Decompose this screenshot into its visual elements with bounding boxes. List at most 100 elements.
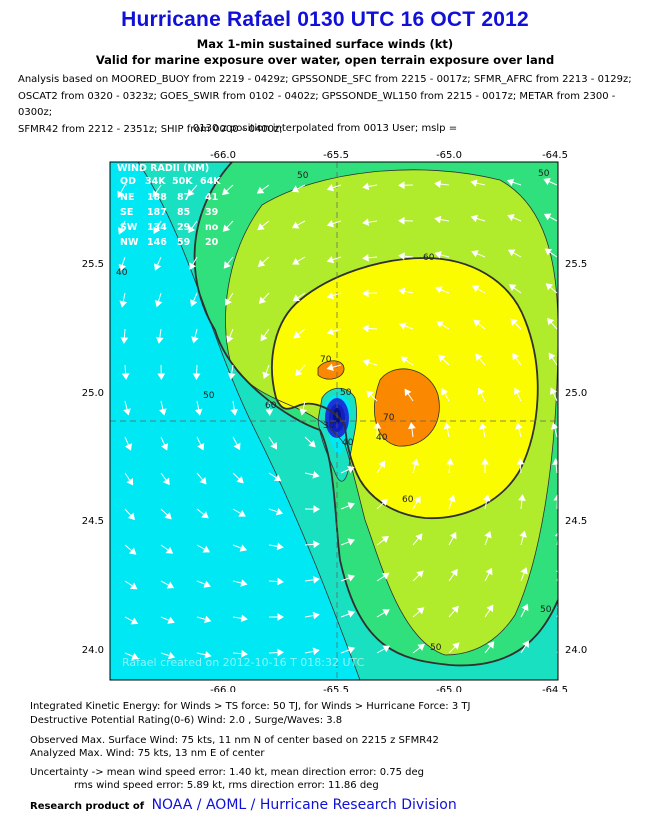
wind-vector-head [479, 422, 487, 430]
wind-vector-head [230, 408, 239, 416]
wind-vector-head [191, 336, 199, 344]
wind-vector-head [128, 547, 137, 555]
wind-vector-head [222, 187, 230, 196]
wind-vector-head [434, 215, 442, 224]
wind-vector-head [326, 255, 335, 264]
wind-vector-head [366, 390, 374, 398]
contour-label: 50 [297, 171, 309, 181]
position-note: 0130 z position interpolated from 0013 U… [192, 123, 458, 134]
wind-vector-head [308, 440, 316, 448]
wind-vector-head [515, 422, 523, 430]
contour-label: 40 [342, 438, 354, 448]
organization-name: NOAA / AOML / Hurricane Research Divisio… [151, 797, 457, 813]
wind-vector-head [157, 373, 166, 380]
wind-vector-head [482, 494, 491, 502]
contour-label: 40 [376, 433, 388, 443]
band-gt70-east [374, 368, 440, 447]
wind-vector-head [507, 249, 516, 257]
wind-vector-head [510, 318, 518, 326]
wind-vector-head [270, 442, 278, 450]
wind-vector-head [362, 218, 370, 227]
wind-vector-head [164, 512, 172, 520]
wind-vector-head [120, 337, 129, 344]
wind-vector-head [260, 333, 268, 342]
wind-vector-head [152, 189, 160, 198]
contour-label: 50 [540, 605, 552, 615]
wind-vector-head [436, 321, 444, 328]
wind-vector-head [203, 580, 211, 588]
wind-radii-table: WIND RADII (NM) QD 34K 50K 64K NE 188 87 41 SE… [117, 163, 221, 248]
wind-vector-head [154, 263, 162, 271]
wind-vector-head [326, 291, 335, 300]
wind-vector-head [275, 507, 284, 516]
lat-ticks-right: 25.5 25.0 24.5 24.0 [565, 259, 587, 656]
wind-vector-head [189, 262, 197, 270]
plot-frame [109, 161, 559, 681]
wind-vector-head [292, 257, 300, 265]
wind-vector-head [557, 643, 558, 644]
wind-vector-head [448, 494, 456, 503]
lon-label: -64.5 [542, 150, 568, 161]
contour-label: 50 [340, 388, 352, 398]
wind-vector-head [197, 442, 205, 451]
wind-vector-head [545, 283, 554, 291]
lon-label: -64.5 [542, 685, 568, 692]
wind-vector-head [225, 298, 232, 306]
lat-label: 25.5 [82, 259, 104, 270]
watermark: Rafael created on 2012-10-16 T 018:32 UT… [122, 656, 365, 669]
wind-vector-head [130, 617, 139, 625]
wind-vector-head [347, 538, 355, 546]
wind-radii-title: WIND RADII (NM) [117, 163, 209, 174]
wind-vector-head [378, 460, 386, 469]
wind-radii-row: SE 187 85 39 [120, 207, 218, 218]
wind-vector-head [166, 581, 175, 589]
contour-label: 50 [203, 391, 215, 401]
lon-label: -65.5 [323, 150, 349, 161]
wind-vector-head [485, 567, 493, 576]
wind-vector-head [512, 352, 520, 361]
wind-vector-head [450, 568, 458, 577]
wind-vector-head [154, 300, 163, 308]
wind-vector-head [434, 251, 442, 259]
wind-vector-head [123, 408, 131, 416]
wind-vector-head [240, 614, 248, 623]
wind-vector-head [487, 641, 495, 649]
wind-vector-head [544, 248, 553, 256]
lon-label: -66.0 [210, 685, 236, 692]
wind-vector-head [276, 542, 284, 551]
wind-vector-head [452, 642, 460, 650]
wind-vector-head [223, 261, 231, 269]
analysis-line: SFMR42 from 2212 - 2351z; SHIP from 0000… [18, 123, 283, 135]
lon-ticks-bottom: -66.0 -65.5 -65.0 -64.5 [210, 685, 568, 692]
wind-vector-head [518, 494, 526, 501]
wind-vector-head [277, 613, 284, 621]
wind-map: 50 40 50 60 60 70 50 50 60 50 70 40 30 5… [82, 150, 588, 692]
contour-labels: 50 40 50 60 60 70 50 50 60 50 70 40 30 5… [116, 169, 552, 653]
wind-vector-head [241, 649, 248, 658]
wind-vector-head [507, 214, 515, 222]
wind-vector-head [153, 226, 161, 235]
wind-vector-head [312, 647, 320, 656]
wind-vector-head [238, 509, 246, 517]
lat-ticks-left: 25.5 25.0 24.5 24.0 [82, 259, 104, 656]
footer-rms-error: rms wind speed error: 5.89 kt, rms direc… [74, 780, 379, 791]
wind-vector-head [295, 368, 303, 377]
wind-vector-head [416, 607, 425, 615]
wind-vector-head [131, 652, 139, 660]
wind-vector-head [313, 540, 320, 549]
wind-vector-head [398, 252, 405, 261]
wind-vector-head [434, 180, 441, 188]
wind-vector-head [470, 214, 479, 223]
wind-vector-head [239, 544, 248, 552]
wind-vector-head [159, 408, 167, 416]
wind-vector-head [119, 300, 128, 308]
contour-label: 70 [383, 413, 395, 423]
contour-label: 40 [116, 268, 128, 278]
wind-vector-head [470, 179, 478, 187]
wind-vector-head [451, 605, 459, 614]
research-credit: Research product of NOAA / AOML / Hurric… [30, 797, 457, 813]
contour-label: 60 [423, 253, 435, 263]
wind-vector-head [118, 263, 126, 272]
wind-vector-head [222, 224, 231, 232]
footer-ike: Integrated Kinetic Energy: for Winds > T… [30, 701, 471, 712]
